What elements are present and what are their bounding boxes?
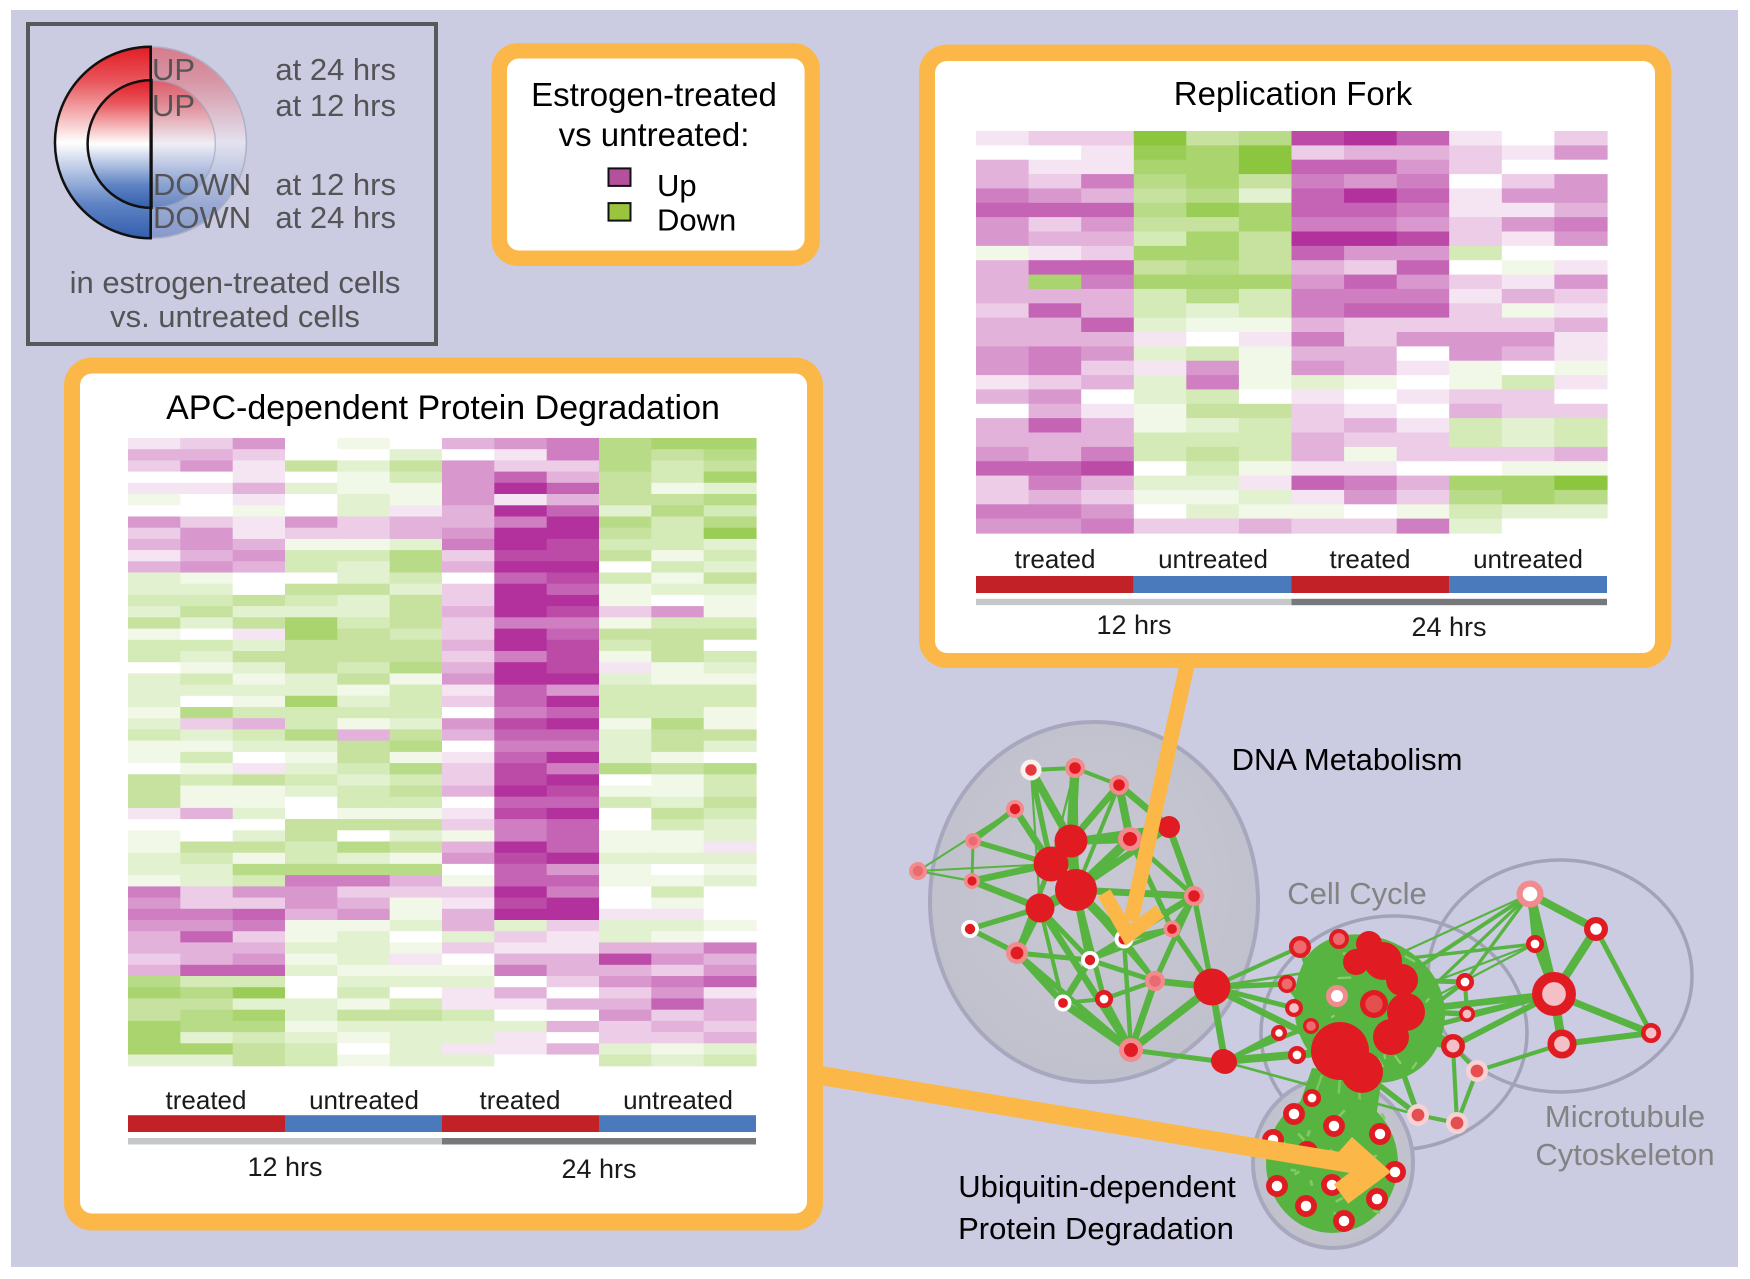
svg-text:Cytoskeleton: Cytoskeleton [1535, 1137, 1714, 1172]
svg-text:untreated: untreated [309, 1085, 419, 1115]
svg-text:12 hrs: 12 hrs [247, 1152, 322, 1182]
svg-text:DOWN: DOWN [153, 200, 251, 235]
svg-text:untreated: untreated [1158, 544, 1268, 574]
svg-text:DNA Metabolism: DNA Metabolism [1232, 742, 1463, 777]
svg-text:Estrogen-treated: Estrogen-treated [531, 76, 777, 113]
svg-text:at 12 hrs: at 12 hrs [275, 88, 396, 123]
svg-text:at 24 hrs: at 24 hrs [275, 200, 396, 235]
svg-text:vs untreated:: vs untreated: [559, 116, 750, 153]
svg-text:Ubiquitin-dependent: Ubiquitin-dependent [958, 1169, 1236, 1204]
svg-text:Cell Cycle: Cell Cycle [1287, 876, 1427, 911]
svg-text:treated: treated [1015, 544, 1096, 574]
svg-text:vs. untreated cells: vs. untreated cells [110, 299, 360, 334]
svg-text:in estrogen-treated cells: in estrogen-treated cells [70, 265, 401, 300]
svg-text:treated: treated [480, 1085, 561, 1115]
svg-text:Protein Degradation: Protein Degradation [958, 1211, 1234, 1246]
svg-text:24 hrs: 24 hrs [1411, 612, 1486, 642]
svg-text:UP: UP [152, 88, 195, 123]
svg-text:Up: Up [657, 168, 697, 203]
svg-text:at 24 hrs: at 24 hrs [275, 52, 396, 87]
svg-text:treated: treated [166, 1085, 247, 1115]
svg-text:Replication Fork: Replication Fork [1174, 75, 1413, 112]
svg-text:untreated: untreated [623, 1085, 733, 1115]
svg-text:Down: Down [657, 203, 736, 238]
svg-text:12 hrs: 12 hrs [1096, 610, 1171, 640]
svg-text:Microtubule: Microtubule [1545, 1099, 1705, 1134]
svg-text:DOWN: DOWN [153, 167, 251, 202]
svg-text:APC-dependent Protein Degradat: APC-dependent Protein Degradation [166, 389, 720, 427]
svg-text:at 12 hrs: at 12 hrs [275, 167, 396, 202]
svg-text:treated: treated [1330, 544, 1411, 574]
svg-text:24 hrs: 24 hrs [561, 1154, 636, 1184]
svg-text:untreated: untreated [1473, 544, 1583, 574]
svg-text:UP: UP [152, 52, 195, 87]
